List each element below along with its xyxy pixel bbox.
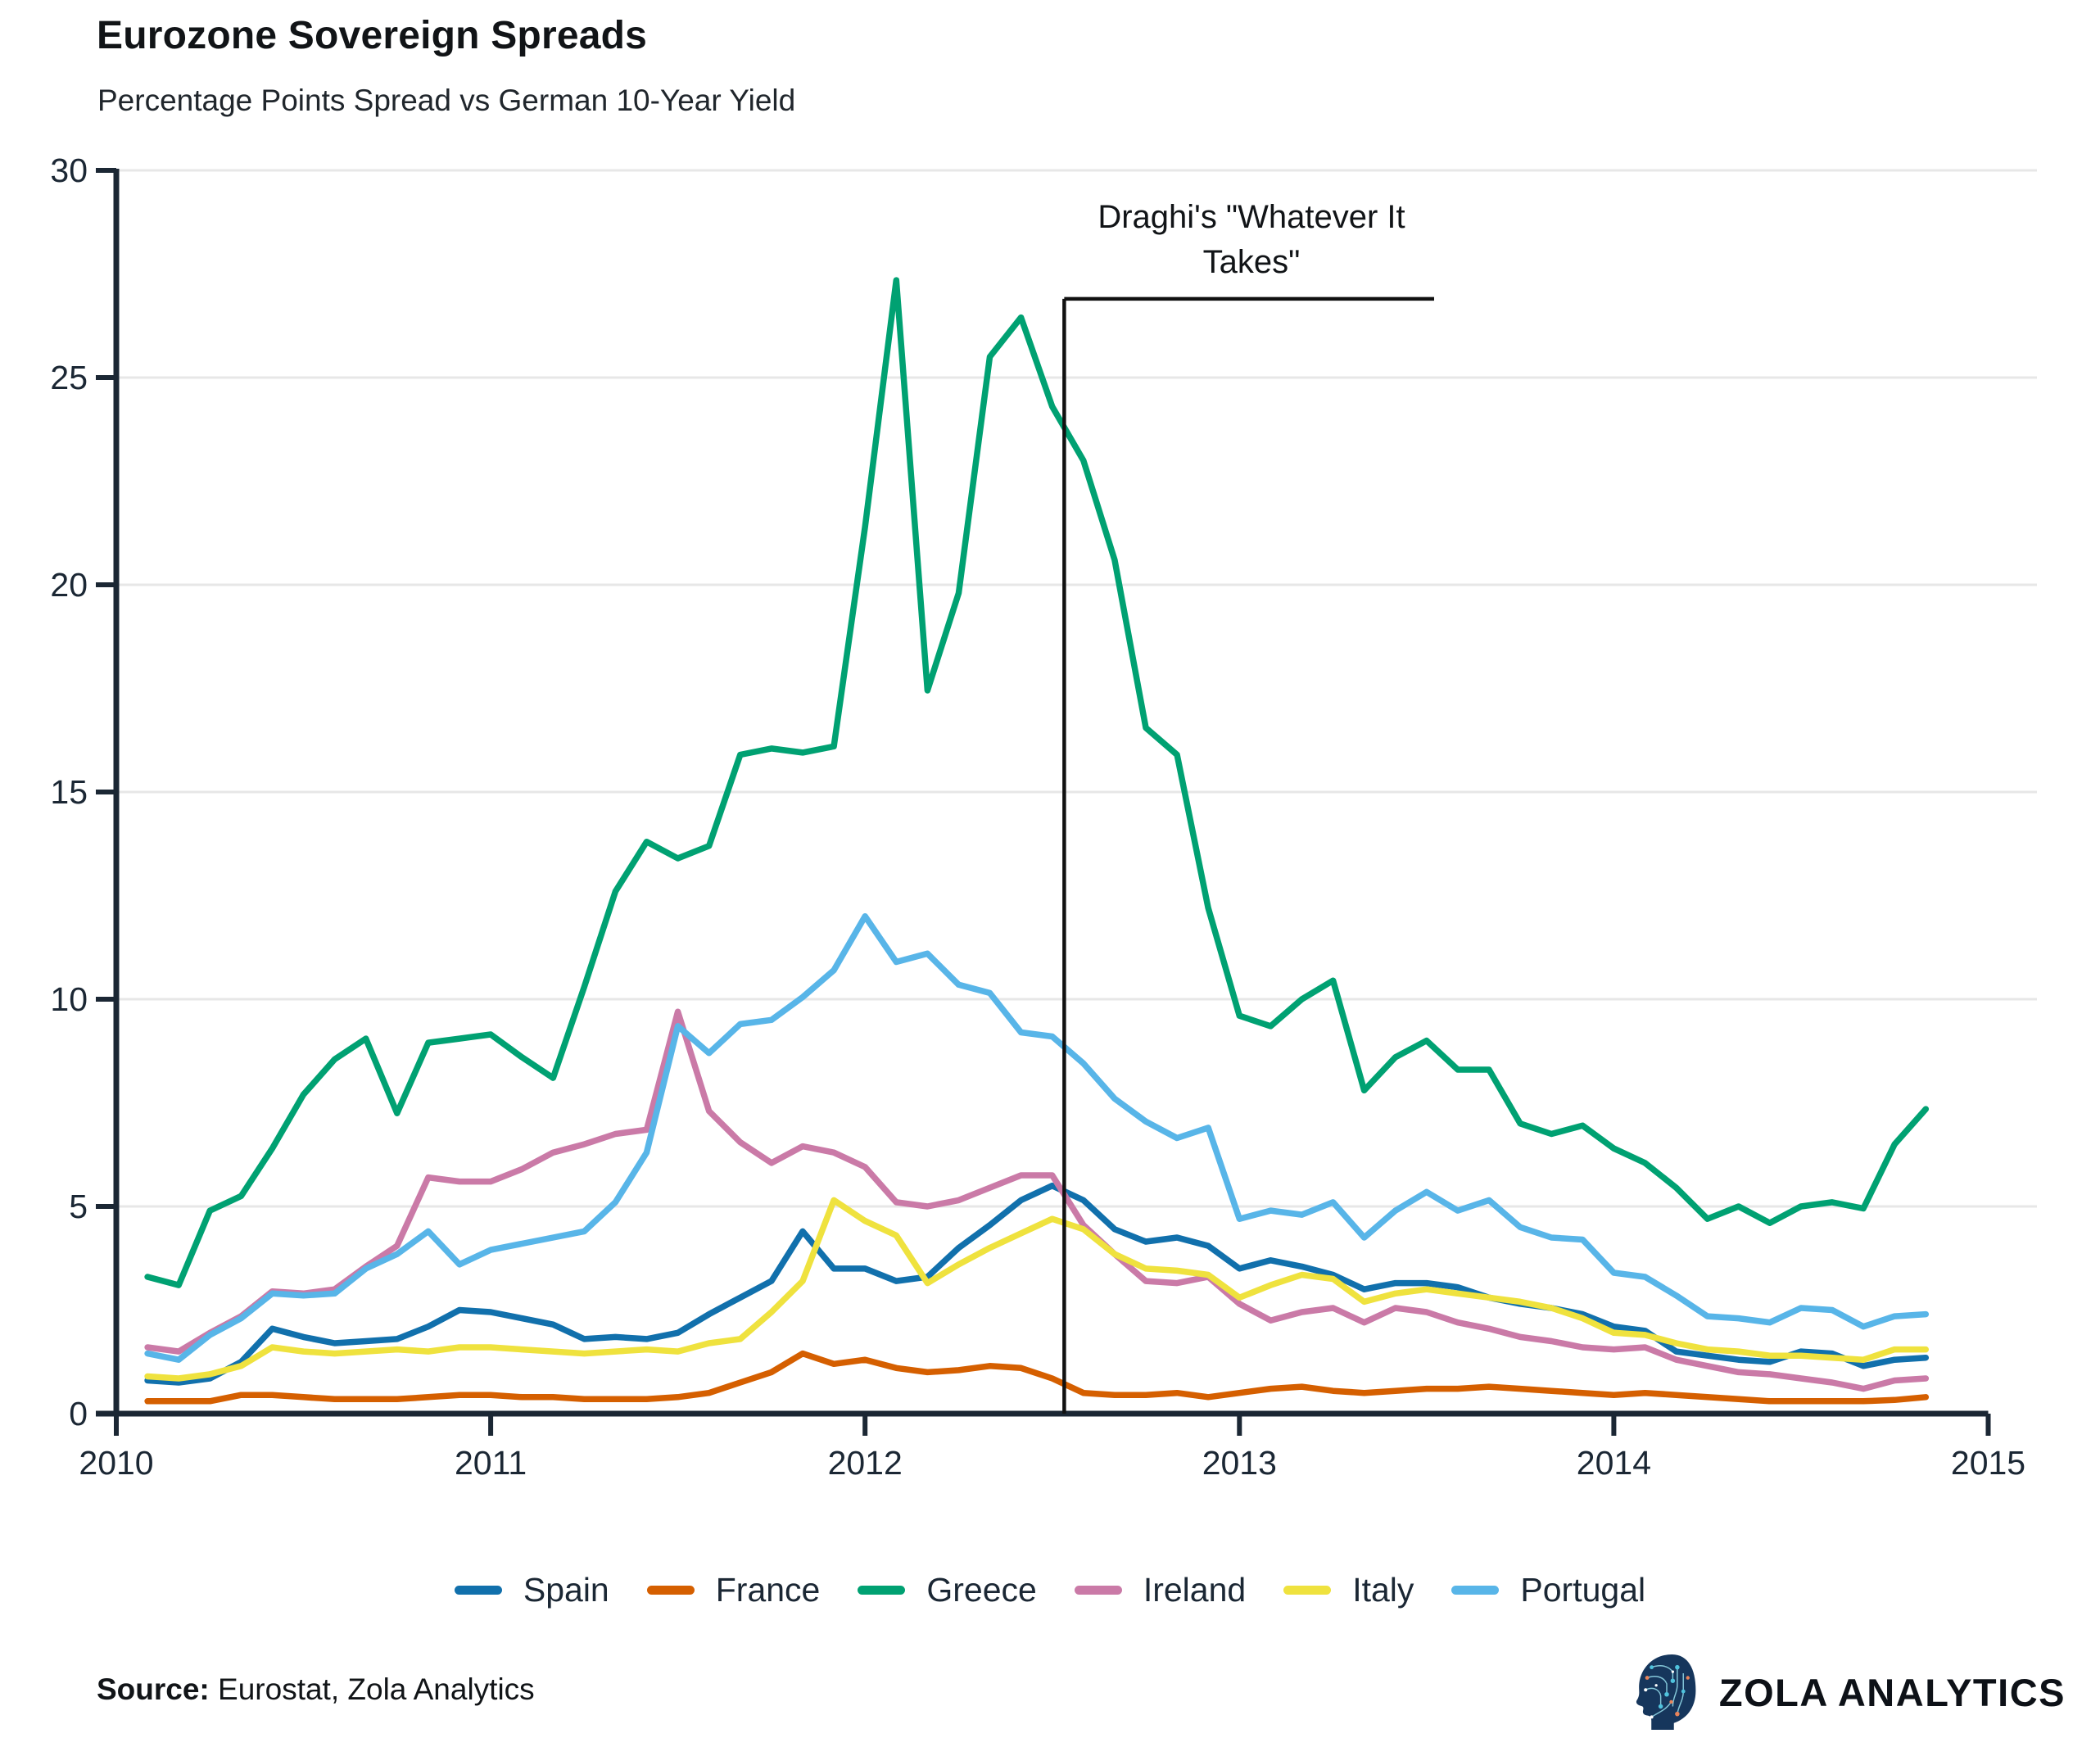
legend-item-spain: Spain [454, 1571, 609, 1609]
legend-item-ireland: Ireland [1074, 1571, 1247, 1609]
annotation-line-2: Takes" [1202, 244, 1301, 280]
x-tick-label-2013: 2013 [1202, 1444, 1277, 1482]
series-line-ireland [144, 1008, 1930, 1392]
legend-label-spain: Spain [523, 1571, 609, 1609]
legend-item-italy: Italy [1283, 1571, 1414, 1609]
legend-label-portugal: Portugal [1520, 1571, 1646, 1609]
head-circuit-icon [1636, 1654, 1696, 1730]
x-tick-label-2010: 2010 [79, 1444, 153, 1482]
y-tick-label-15: 15 [50, 773, 88, 811]
legend-swatch-greece [858, 1586, 906, 1595]
y-tick-label-5: 5 [69, 1188, 88, 1225]
series-line-greece [144, 277, 1930, 1288]
series-line-italy [144, 1197, 1930, 1382]
series-line-portugal [144, 913, 1930, 1363]
chart-legend: Spain France Greece Ireland Italy Portugal [0, 1571, 2100, 1609]
source-line: Source: Eurostat, Zola Analytics [97, 1672, 535, 1707]
x-tick-label-2014: 2014 [1577, 1444, 1651, 1482]
legend-swatch-spain [454, 1586, 502, 1595]
legend-label-italy: Italy [1352, 1571, 1414, 1609]
series-line-france [144, 1350, 1930, 1405]
legend-item-france: France [646, 1571, 821, 1609]
line-chart-svg: 0 5 10 15 20 25 30 2010 2011 2012 2013 2014 2015 [50, 152, 2037, 1482]
legend-item-portugal: Portugal [1451, 1571, 1645, 1609]
y-tick-label-25: 25 [50, 359, 88, 396]
legend-swatch-italy [1283, 1586, 1332, 1595]
brand-name: ZOLA ANALYTICS [1718, 1670, 2066, 1714]
annotation-line-1: Draghi's "Whatever It [1098, 199, 1405, 235]
y-tick-label-0: 0 [69, 1395, 88, 1432]
series-line-spain [144, 1182, 1930, 1386]
y-tick-label-30: 30 [50, 152, 88, 189]
source-label: Source: [97, 1672, 210, 1706]
legend-label-france: France [715, 1571, 821, 1609]
legend-swatch-france [646, 1586, 695, 1595]
annotation-label: Draghi's "Whatever It Takes" [965, 195, 1538, 285]
x-tick-label-2011: 2011 [455, 1444, 527, 1482]
x-tick-label-2012: 2012 [828, 1444, 903, 1482]
source-text: Eurostat, Zola Analytics [209, 1672, 535, 1706]
legend-swatch-portugal [1451, 1586, 1500, 1595]
y-tick-label-20: 20 [50, 566, 88, 604]
y-tick-label-10: 10 [50, 980, 88, 1018]
legend-label-greece: Greece [926, 1571, 1037, 1609]
x-tick-label-2015: 2015 [1951, 1444, 2025, 1482]
legend-item-greece: Greece [858, 1571, 1037, 1609]
legend-label-ireland: Ireland [1143, 1571, 1247, 1609]
chart-subtitle: Percentage Points Spread vs German 10-Ye… [97, 84, 796, 117]
line-chart: 0 5 10 15 20 25 30 2010 2011 2012 2013 2014 2015 Dra… [50, 152, 2037, 1482]
chart-title: Eurozone Sovereign Spreads [97, 14, 648, 57]
brand-logo: ZOLA ANALYTICS [1629, 1650, 2066, 1735]
legend-swatch-ireland [1074, 1586, 1122, 1595]
